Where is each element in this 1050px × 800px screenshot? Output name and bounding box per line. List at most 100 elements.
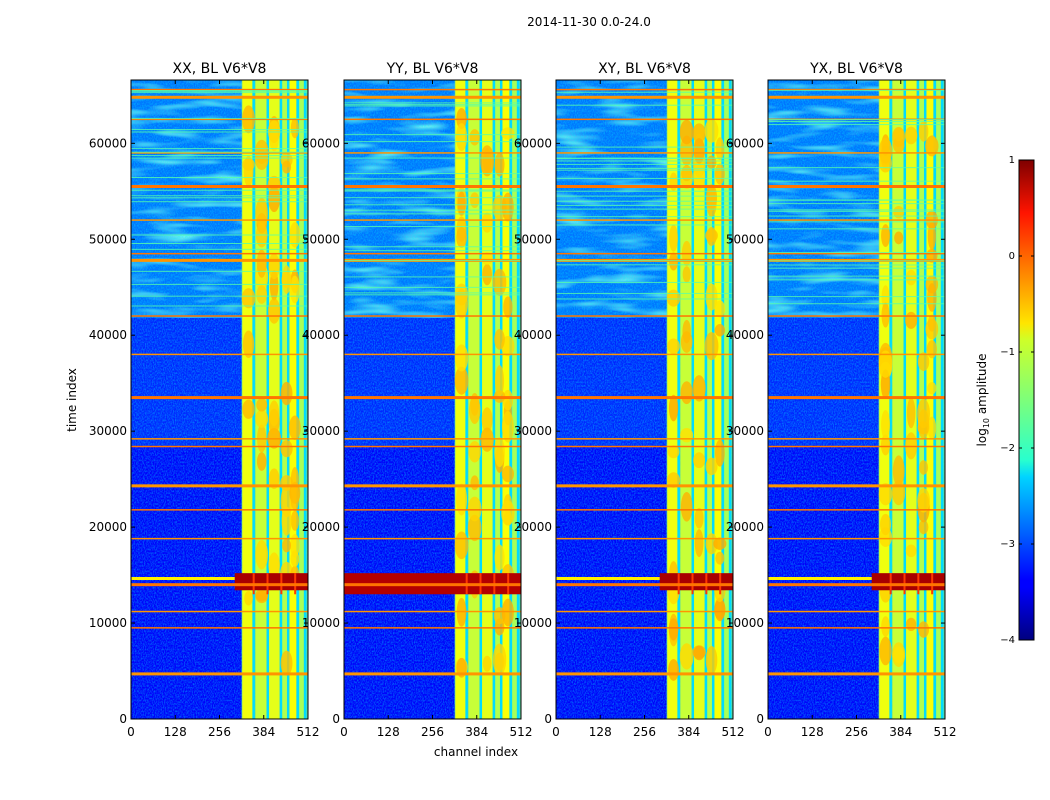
band-blob bbox=[693, 452, 706, 469]
band-blob bbox=[694, 529, 704, 558]
band-blob bbox=[454, 366, 469, 395]
band-blob bbox=[680, 491, 693, 522]
colorbar-tick-label: −1 bbox=[1000, 347, 1015, 358]
horizontal-streak bbox=[768, 203, 945, 205]
band-blob bbox=[880, 513, 892, 536]
horizontal-streak bbox=[556, 146, 733, 148]
y-tick-label: 40000 bbox=[302, 328, 340, 342]
horizontal-streak bbox=[768, 264, 945, 266]
flagged-row bbox=[556, 484, 733, 488]
band-blob bbox=[715, 551, 725, 565]
band-blob bbox=[917, 352, 930, 371]
y-tick-label: 50000 bbox=[726, 232, 764, 246]
horizontal-streak bbox=[344, 102, 521, 104]
x-tick-label: 384 bbox=[677, 725, 700, 739]
channel-gap bbox=[677, 80, 680, 719]
flagged-row bbox=[768, 610, 945, 613]
colorbar-gradient bbox=[1018, 159, 1035, 641]
band-blob bbox=[706, 155, 717, 170]
horizontal-streak bbox=[131, 92, 308, 94]
band-blob bbox=[679, 119, 694, 145]
band-blob bbox=[714, 300, 726, 318]
flagged-row bbox=[768, 509, 945, 511]
horizontal-streak bbox=[768, 296, 945, 298]
x-tick-label: 384 bbox=[889, 725, 912, 739]
horizontal-streak bbox=[344, 226, 521, 228]
band-blob bbox=[667, 445, 680, 459]
channel-column bbox=[706, 80, 713, 719]
flagged-row bbox=[131, 315, 308, 317]
channel-column bbox=[879, 80, 890, 719]
band-blob bbox=[268, 552, 280, 578]
band-blob bbox=[694, 507, 704, 529]
x-tick-label: 256 bbox=[421, 725, 444, 739]
flagged-row bbox=[344, 484, 521, 488]
flagged-row bbox=[344, 445, 521, 448]
band-blob bbox=[881, 302, 890, 328]
horizontal-streak bbox=[556, 281, 733, 283]
flagged-row bbox=[131, 537, 308, 540]
band-blob bbox=[244, 590, 253, 606]
horizontal-streak bbox=[768, 89, 945, 91]
colorbar: 1 0 −1 −2 −3 −4 log10 amplitude bbox=[975, 155, 1035, 646]
horizontal-streak bbox=[556, 163, 733, 165]
y-tick-label: 60000 bbox=[726, 136, 764, 150]
band-blob bbox=[469, 192, 480, 208]
x-tick-label: 0 bbox=[552, 725, 560, 739]
flagged-row bbox=[344, 152, 521, 154]
horizontal-streak bbox=[131, 197, 308, 199]
flagged-row bbox=[344, 672, 521, 676]
panel-heatmap bbox=[344, 80, 521, 719]
flagged-row bbox=[556, 185, 733, 188]
channel-column bbox=[242, 80, 253, 719]
band-blob bbox=[494, 544, 505, 571]
flagged-row bbox=[556, 88, 733, 91]
horizontal-streak bbox=[556, 298, 733, 300]
horizontal-streak bbox=[768, 180, 945, 182]
flagged-row bbox=[768, 252, 945, 255]
band-blob bbox=[704, 332, 719, 361]
band-blob bbox=[501, 598, 514, 627]
flagged-row bbox=[556, 438, 733, 440]
flagged-row bbox=[556, 315, 733, 317]
band-blob bbox=[501, 127, 515, 140]
band-blob bbox=[668, 618, 679, 641]
channel-column bbox=[713, 80, 722, 719]
colorbar-tick-label: 0 bbox=[1009, 251, 1015, 262]
band-blob bbox=[894, 231, 904, 245]
band-blob bbox=[927, 416, 937, 440]
y-tick-label: 50000 bbox=[514, 232, 552, 246]
band-blob bbox=[893, 205, 905, 219]
horizontal-streak bbox=[768, 279, 945, 281]
x-tick-label: 256 bbox=[208, 725, 231, 739]
band-blob bbox=[454, 531, 469, 560]
band-blob bbox=[467, 514, 482, 542]
band-blob bbox=[469, 129, 480, 146]
horizontal-streak bbox=[344, 105, 521, 107]
band-blob bbox=[256, 452, 267, 471]
colorbar-tick-label: 1 bbox=[1009, 155, 1015, 166]
horizontal-streak bbox=[131, 234, 308, 236]
channel-gap bbox=[303, 80, 307, 719]
x-tick-label: 128 bbox=[589, 725, 612, 739]
band-blob bbox=[714, 324, 726, 337]
flagged-row bbox=[344, 353, 521, 356]
band-blob bbox=[282, 160, 292, 174]
flagged-row bbox=[131, 627, 308, 629]
flagged-row bbox=[556, 509, 733, 511]
horizontal-streak bbox=[131, 118, 308, 120]
band-blob bbox=[667, 338, 680, 354]
flagged-row bbox=[344, 252, 521, 255]
flagged-row bbox=[768, 445, 945, 448]
y-tick-label: 10000 bbox=[89, 616, 127, 630]
channel-gap bbox=[940, 80, 944, 719]
horizontal-streak bbox=[768, 252, 945, 254]
horizontal-streak bbox=[556, 167, 733, 169]
horizontal-streak bbox=[556, 177, 733, 179]
band-blob bbox=[494, 329, 505, 350]
band-blob bbox=[242, 330, 255, 359]
panel-yx: YX, BL V6*V8 0 128 256 384 512 0 10000 20000 3000… bbox=[726, 61, 957, 739]
channel-gap bbox=[465, 80, 468, 719]
horizontal-streak bbox=[131, 283, 308, 285]
panel-heatmap bbox=[131, 80, 308, 719]
